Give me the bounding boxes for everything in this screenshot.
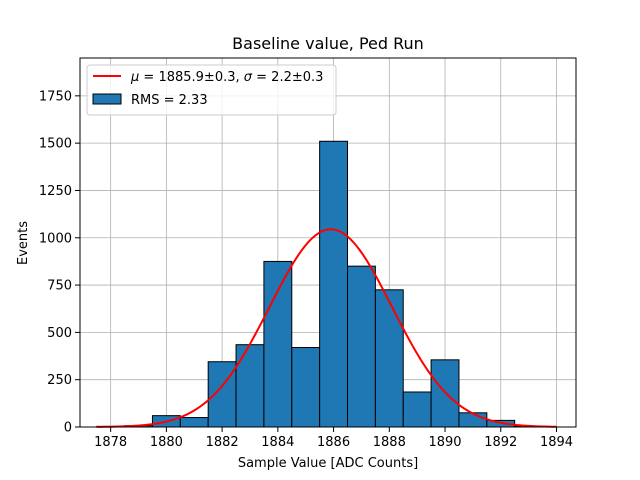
y-tick-label-1: 250 xyxy=(47,373,72,388)
x-tick-label-8: 1894 xyxy=(540,435,573,450)
x-tick-label-2: 1882 xyxy=(206,435,239,450)
y-tick-label-3: 750 xyxy=(47,279,72,294)
histogram-bar-11 xyxy=(402,391,432,428)
y-axis-label: Events xyxy=(16,221,31,265)
x-tick-label-4: 1886 xyxy=(317,435,350,450)
legend-fit-label: μ = 1885.9±0.3, σ = 2.2±0.3 xyxy=(130,70,323,85)
y-tick-label-0: 0 xyxy=(64,421,72,436)
chart-title: Baseline value, Ped Run xyxy=(232,34,424,53)
x-tick-label-3: 1884 xyxy=(261,435,294,450)
x-axis-label: Sample Value [ADC Counts] xyxy=(238,456,418,471)
legend-mu-value: = 1885.9±0.3, xyxy=(139,70,243,85)
legend-hist-label: RMS = 2.33 xyxy=(131,93,208,108)
legend: μ = 1885.9±0.3, σ = 2.2±0.3 RMS = 2.33 xyxy=(86,64,337,116)
legend-box xyxy=(86,64,337,116)
legend-sigma-symbol: σ xyxy=(244,70,253,85)
x-tick-label-6: 1890 xyxy=(428,435,461,450)
y-tick-label-4: 1000 xyxy=(39,231,72,246)
plot-frame xyxy=(79,57,577,428)
legend-hist-swatch xyxy=(92,93,122,105)
histogram-bar-8 xyxy=(319,140,349,428)
histogram-bars xyxy=(96,140,544,428)
x-axis-ticks: 1878 1880 1882 1884 1886 1888 1890 1892 1894 xyxy=(94,427,573,450)
histogram-bar-3 xyxy=(179,417,209,428)
legend-sigma-value: = 2.2±0.3 xyxy=(252,70,323,85)
histogram-bar-9 xyxy=(347,265,376,428)
x-tick-label-1: 1880 xyxy=(150,435,183,450)
x-tick-label-7: 1892 xyxy=(484,435,517,450)
gaussian-fit-curve xyxy=(96,228,557,428)
histogram-bar-5 xyxy=(235,344,265,428)
histogram-bar-13 xyxy=(458,412,488,428)
y-tick-label-6: 1500 xyxy=(39,137,72,152)
histogram-bar-12 xyxy=(430,359,460,428)
x-tick-label-5: 1888 xyxy=(373,435,406,450)
y-tick-label-5: 1250 xyxy=(39,184,72,199)
y-axis-ticks: 0 250 500 750 1000 1250 1500 1750 xyxy=(39,89,80,436)
histogram-bar-4 xyxy=(207,361,237,428)
x-tick-label-0: 1878 xyxy=(94,435,127,450)
histogram-bar-7 xyxy=(291,347,321,428)
y-tick-label-2: 500 xyxy=(47,326,72,341)
y-tick-label-7: 1750 xyxy=(39,89,72,104)
histogram-bar-10 xyxy=(374,289,404,428)
histogram-bar-6 xyxy=(263,260,293,428)
legend-mu-symbol: μ xyxy=(130,70,139,85)
